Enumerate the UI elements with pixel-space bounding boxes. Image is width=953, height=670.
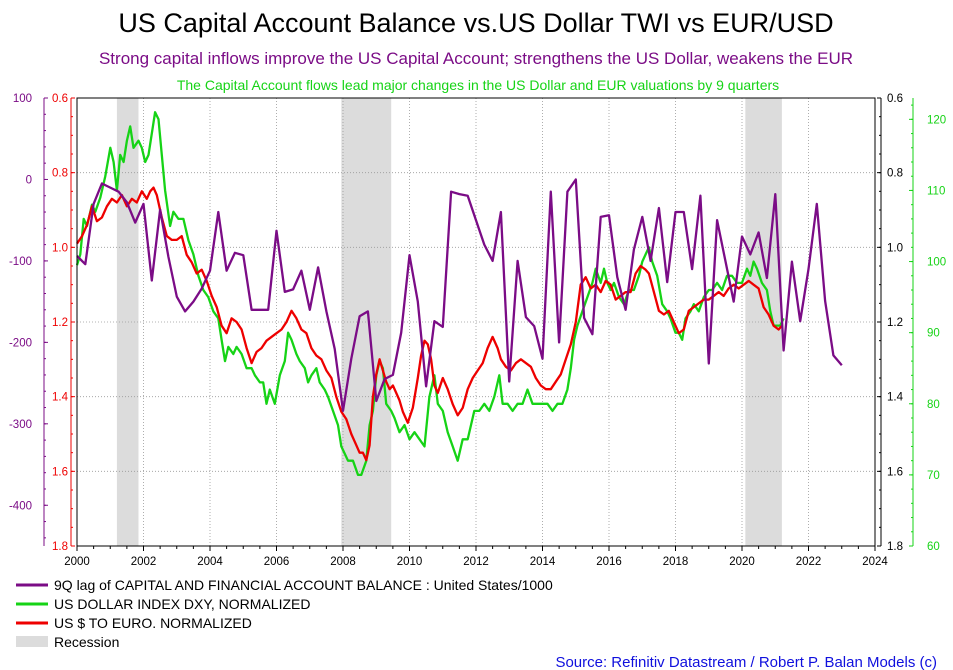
left-axis-capital-tick-label: -100 [9,256,32,268]
chart-subtitle-2: The Capital Account flows lead major cha… [177,77,779,93]
x-axis-tick-label: 2004 [197,556,223,568]
series-line-dxy [75,111,785,477]
right-axis-eur-tick-label: 1.8 [887,541,903,553]
left-axis-capital-tick-label: -200 [9,337,32,349]
legend-label: 9Q lag of CAPITAL AND FINANCIAL ACCOUNT … [54,577,553,593]
recession-band [745,98,782,546]
x-axis-tick-label: 2012 [463,556,489,568]
axes: 100 0 -100 -200 -300 -400 0.6 0.8 1.0 1.2 1.4 1.6 1.… [9,93,946,568]
legend: 9Q lag of CAPITAL AND FINANCIAL ACCOUNT … [16,577,553,650]
legend-label: US $ TO EURO. NORMALIZED [54,615,252,631]
legend-swatch-recession [16,636,48,647]
left-axis-eur-tick-label: 1.8 [52,541,68,553]
x-axis-tick-label: 2014 [530,556,556,568]
series-line-eur [76,186,783,462]
series-line-capital [76,178,843,412]
x-axis-tick-label: 2022 [796,556,822,568]
grid-lines [77,98,875,546]
chart-subtitle: Strong capital inflows improve the US Ca… [99,49,853,68]
x-axis-tick-label: 2018 [663,556,689,568]
series-lines [75,111,843,477]
right-axis-eur-tick-label: 1.2 [887,317,903,329]
right-axis-eur-tick-label: 0.8 [887,168,903,180]
x-axis-tick-label: 2000 [64,556,90,568]
right-axis-dxy-tick-label: 70 [927,470,940,482]
chart-title: US Capital Account Balance vs.US Dollar … [118,8,833,38]
right-axis-dxy-tick-label: 100 [927,257,946,269]
recession-band [116,98,139,546]
x-axis-tick-label: 2016 [596,556,622,568]
x-axis-tick-label: 2006 [264,556,290,568]
right-axis-eur-tick-label: 0.6 [887,93,903,105]
x-axis-tick-label: 2010 [397,556,423,568]
left-axis-eur-tick-label: 1.0 [52,242,68,254]
source-note: Source: Refinitiv Datastream / Robert P.… [555,654,937,670]
right-axis-eur-tick-label: 1.6 [887,466,903,478]
left-axis-capital-tick-label: 100 [13,93,32,105]
right-axis-dxy-tick-label: 120 [927,114,946,126]
left-axis-eur-tick-label: 1.6 [52,466,68,478]
left-axis-eur-tick-label: 0.6 [52,93,68,105]
right-axis-dxy-tick-label: 110 [927,185,945,197]
recession-bands [116,98,782,546]
left-axis-eur-tick-label: 1.2 [52,317,68,329]
legend-label: Recession [54,634,119,650]
left-axis-capital-tick-label: 0 [26,174,32,186]
right-axis-dxy-tick-label: 90 [927,328,940,340]
left-axis-eur-tick-label: 1.4 [52,392,69,404]
left-axis-eur-tick-label: 0.8 [52,168,68,180]
right-axis-eur-tick-label: 1.4 [887,392,904,404]
right-axis-eur-tick-label: 1.0 [887,242,903,254]
left-axis-capital-tick-label: -400 [9,500,32,512]
right-axis-dxy-tick-label: 80 [927,399,940,411]
x-axis-tick-label: 2008 [330,556,356,568]
x-axis-tick-label: 2002 [131,556,157,568]
x-axis-tick-label: 2024 [862,556,888,568]
recession-band [341,98,392,546]
left-axis-capital-tick-label: -300 [9,419,32,431]
x-axis-tick-label: 2020 [729,556,755,568]
right-axis-dxy-tick-label: 60 [927,541,940,553]
legend-label: US DOLLAR INDEX DXY, NORMALIZED [54,596,310,612]
